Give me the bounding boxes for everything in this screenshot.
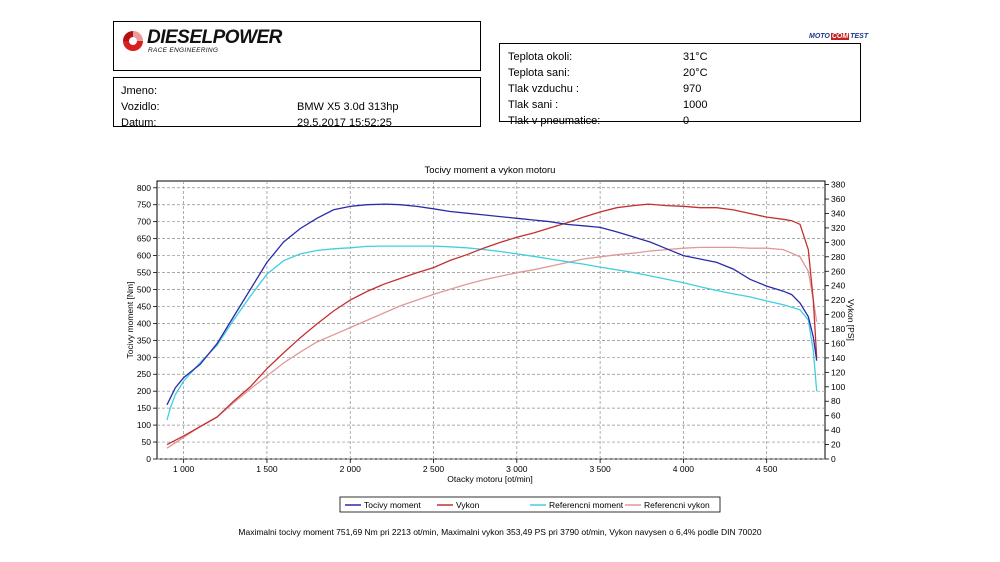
y-axis-label: Tocivy moment [Nm] xyxy=(125,282,135,359)
y2-tick-label: 140 xyxy=(831,353,845,363)
y-tick-label: 700 xyxy=(137,217,151,227)
y2-tick-label: 340 xyxy=(831,208,845,218)
chart-title: Tocivy moment a vykon motoru xyxy=(425,165,556,176)
x-tick-label: 3 000 xyxy=(506,464,528,474)
vehicle-info-box: Jmeno: Vozidlo: BMW X5 3.0d 313hp Datum:… xyxy=(113,77,481,129)
brand-name: DIESELPOWER xyxy=(147,27,282,48)
y-tick-label: 450 xyxy=(137,301,151,311)
condition-label: Teplota okoli: xyxy=(508,51,573,63)
y2-tick-label: 360 xyxy=(831,194,845,204)
y2-tick-label: 260 xyxy=(831,266,845,276)
brand-tagline: RACE ENGINEERING xyxy=(148,47,219,54)
condition-label: Tlak vzduchu : xyxy=(508,83,579,95)
vehicle-value: BMW X5 3.0d 313hp xyxy=(297,101,399,113)
y-tick-label: 50 xyxy=(142,437,152,447)
y-tick-label: 500 xyxy=(137,284,151,294)
condition-value: 31°C xyxy=(683,51,708,63)
badge-part-3: TEST xyxy=(850,33,869,40)
y2-tick-label: 240 xyxy=(831,281,845,291)
y-tick-label: 0 xyxy=(146,454,151,464)
summary-footer: Maximalni tocivy moment 751,69 Nm pri 22… xyxy=(238,527,762,537)
badge-part-2: COM xyxy=(830,33,850,40)
y-tick-label: 750 xyxy=(137,200,151,210)
right-axis-ticks: 0 20 40 60 80 100 120 140 160 180 200 220 240 260 280 3… xyxy=(825,180,845,464)
x-tick-label: 3 500 xyxy=(589,464,611,474)
y2-tick-label: 320 xyxy=(831,223,845,233)
turbo-logo-icon xyxy=(123,31,143,51)
x-axis-label: Otacky motoru [ot/min] xyxy=(447,474,533,484)
y2-tick-label: 20 xyxy=(831,440,841,450)
legend: Tocivy moment Vykon Referencni moment Refer… xyxy=(345,500,710,510)
condition-value: 970 xyxy=(683,83,702,95)
y2-tick-label: 40 xyxy=(831,425,841,435)
y2-tick-label: 0 xyxy=(831,454,836,464)
y2-tick-label: 200 xyxy=(831,310,845,320)
y2-tick-label: 180 xyxy=(831,324,845,334)
series-line xyxy=(166,246,818,449)
legend-label: Tocivy moment xyxy=(364,500,421,510)
y2-axis-label: Vykon [PS] xyxy=(846,299,856,341)
legend-label: Referencni vykon xyxy=(644,500,710,510)
name-label: Jmeno: xyxy=(121,85,158,97)
x-tick-label: 4 000 xyxy=(673,464,695,474)
condition-label: Tlak sani : xyxy=(508,99,559,111)
legend-label: Vykon xyxy=(456,500,480,510)
y-tick-label: 550 xyxy=(137,268,151,278)
series-line xyxy=(166,245,818,421)
x-tick-label: 1 000 xyxy=(173,464,195,474)
y-tick-label: 400 xyxy=(137,318,151,328)
date-label: Datum: xyxy=(121,117,157,129)
vehicle-label: Vozidlo: xyxy=(121,101,160,113)
x-tick-label: 2 000 xyxy=(340,464,362,474)
y2-tick-label: 280 xyxy=(831,252,845,262)
x-axis-ticks: 1 000 1 500 2 000 2 500 3 000 3 500 4 000 4 500 xyxy=(173,459,778,474)
series-line xyxy=(166,203,818,406)
date-value: 29.5.2017 15:52:25 xyxy=(297,117,392,129)
plot-area xyxy=(156,180,826,460)
legend-label: Referencni moment xyxy=(549,500,624,510)
y2-tick-label: 120 xyxy=(831,367,845,377)
y-tick-label: 350 xyxy=(137,335,151,345)
condition-value: 0 xyxy=(683,115,690,127)
y2-tick-label: 80 xyxy=(831,396,841,406)
y2-tick-label: 60 xyxy=(831,411,841,421)
logo-box: DIESELPOWER RACE ENGINEERING xyxy=(113,21,481,71)
y-tick-label: 650 xyxy=(137,234,151,244)
condition-label: Tlak v pneumatice: xyxy=(508,115,601,127)
y2-tick-label: 220 xyxy=(831,295,845,305)
x-tick-label: 4 500 xyxy=(756,464,778,474)
y-tick-label: 600 xyxy=(137,251,151,261)
y2-tick-label: 300 xyxy=(831,237,845,247)
y2-tick-label: 380 xyxy=(831,180,845,190)
condition-value: 20°C xyxy=(683,67,708,79)
series-line xyxy=(166,203,818,446)
x-tick-label: 1 500 xyxy=(256,464,278,474)
y-tick-label: 300 xyxy=(137,352,151,362)
y-tick-label: 250 xyxy=(137,369,151,379)
y2-tick-label: 160 xyxy=(831,338,845,348)
y-tick-label: 800 xyxy=(137,183,151,193)
series-lines xyxy=(166,203,818,449)
dyno-chart: Tocivy moment a vykon motoru 0 50 100 150 20… xyxy=(125,165,856,513)
x-tick-label: 2 500 xyxy=(423,464,445,474)
badge-part-1: MOTO xyxy=(809,33,830,40)
left-axis-ticks: 0 50 100 150 200 250 300 350 400 450 500 550 600 650 7… xyxy=(137,183,157,464)
y2-tick-label: 100 xyxy=(831,382,845,392)
condition-value: 1000 xyxy=(683,99,708,111)
condition-label: Teplota sani: xyxy=(508,67,570,79)
y-tick-label: 200 xyxy=(137,386,151,396)
y-tick-label: 100 xyxy=(137,420,151,430)
conditions-box: Teplota okoli: 31°C Teplota sani: 20°C T… xyxy=(499,43,861,127)
motocomtest-logo: MOTO COM TEST xyxy=(808,33,869,40)
y-tick-label: 150 xyxy=(137,403,151,413)
